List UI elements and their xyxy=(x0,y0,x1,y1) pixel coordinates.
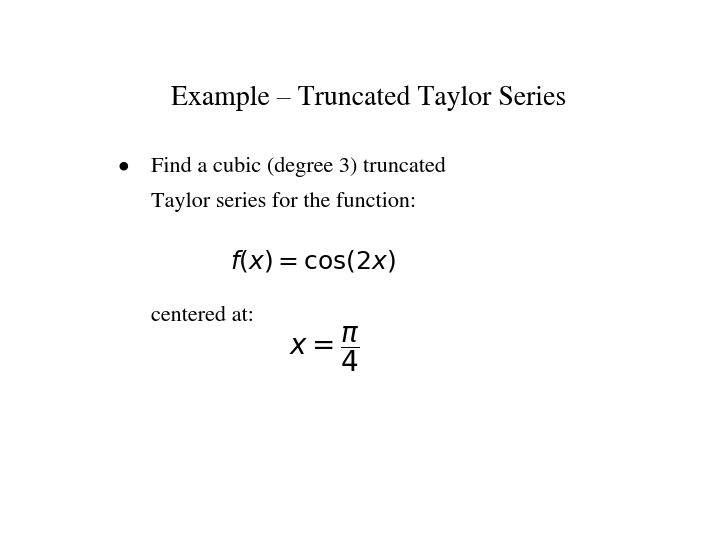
Text: Example – Truncated Taylor Series: Example – Truncated Taylor Series xyxy=(171,85,567,111)
Text: Taylor series for the function:: Taylor series for the function: xyxy=(151,192,416,212)
Text: centered at:: centered at: xyxy=(151,306,254,326)
Text: $f(x) = \cos(2x)$: $f(x) = \cos(2x)$ xyxy=(230,248,396,274)
Text: $x = \dfrac{\pi}{4}$: $x = \dfrac{\pi}{4}$ xyxy=(289,325,360,374)
Text: •: • xyxy=(117,156,130,176)
Text: Find a cubic (degree 3) truncated: Find a cubic (degree 3) truncated xyxy=(151,156,446,177)
